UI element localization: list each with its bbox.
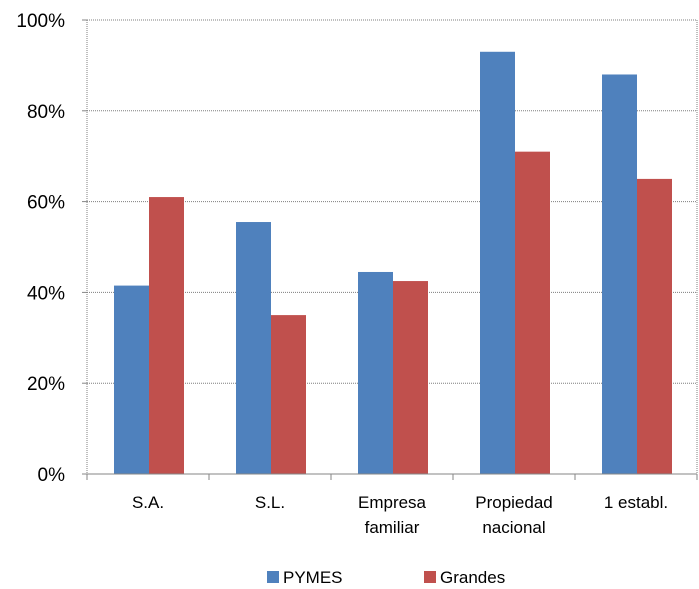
x-tick-label: Propiedad	[475, 493, 553, 512]
bar-pymes-3	[480, 51, 515, 474]
y-tick-label: 20%	[27, 374, 65, 395]
bar-pymes-1	[236, 222, 271, 474]
legend-swatch-grandes	[424, 571, 436, 583]
x-tick-label: S.L.	[255, 493, 285, 512]
x-tick-label: 1 establ.	[604, 493, 668, 512]
bar-grandes-2	[393, 281, 428, 474]
legend-label-grandes: Grandes	[440, 568, 505, 587]
bar-grandes-4	[637, 178, 672, 474]
bar-pymes-4	[602, 74, 637, 474]
bars	[114, 51, 672, 474]
y-tick-label: 0%	[38, 465, 66, 486]
legend-label-pymes: PYMES	[283, 568, 343, 587]
y-tick-label: 60%	[27, 193, 65, 214]
x-tick-label: Empresa	[358, 493, 427, 512]
bar-pymes-2	[358, 271, 393, 474]
y-axis-tick-labels: 0% 20% 40% 60% 80% 100%	[16, 11, 65, 486]
legend: PYMES Grandes	[267, 568, 505, 587]
x-tick-label: familiar	[365, 518, 420, 537]
x-tick-label: nacional	[482, 518, 545, 537]
axes	[82, 19, 698, 480]
bar-grandes-0	[149, 197, 184, 474]
bar-pymes-0	[114, 285, 149, 474]
y-tick-label: 100%	[16, 11, 65, 32]
y-tick-label: 40%	[27, 283, 65, 304]
x-axis-tick-labels: S.A. S.L. Empresa familiar Propiedad nacional…	[132, 493, 668, 537]
bar-grandes-3	[515, 151, 550, 474]
bar-grandes-1	[271, 315, 306, 474]
x-tick-label: S.A.	[132, 493, 164, 512]
y-tick-label: 80%	[27, 102, 65, 123]
legend-swatch-pymes	[267, 571, 279, 583]
